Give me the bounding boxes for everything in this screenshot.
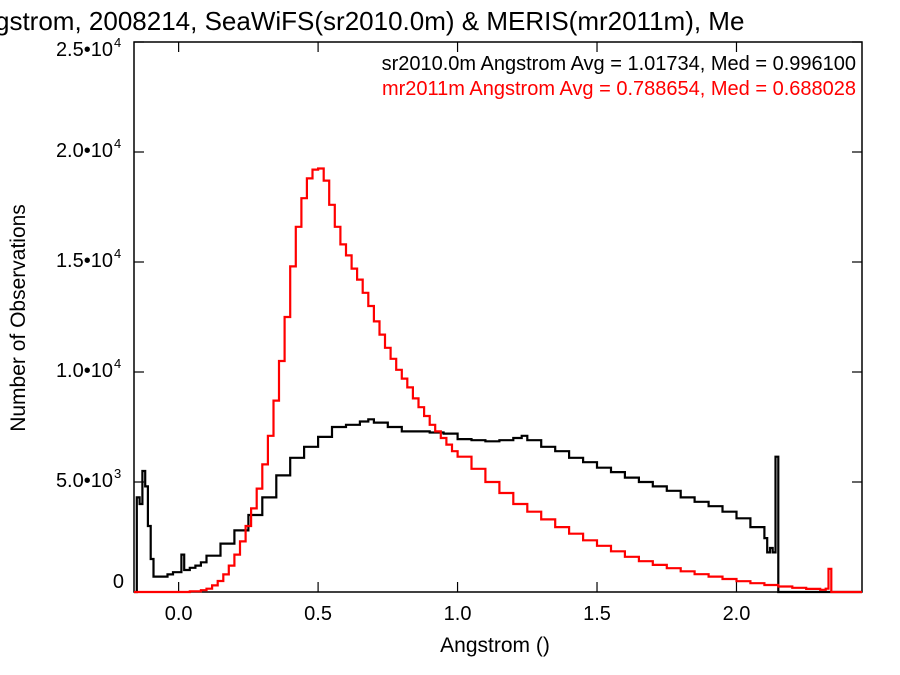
y-tick-label: 1.5•10 bbox=[56, 250, 113, 272]
y-tick-label: 2.5•10 bbox=[56, 39, 113, 61]
series-line-1 bbox=[134, 418, 862, 594]
x-tick-label: 1.0 bbox=[444, 603, 472, 625]
plot-area bbox=[133, 41, 863, 593]
y-tick-exponent: 4 bbox=[114, 35, 121, 50]
x-axis-ticks: 0.0 0.5 1.0 1.5 2.0 bbox=[165, 42, 751, 625]
series-layer bbox=[134, 167, 862, 594]
y-tick-label: 0 bbox=[113, 571, 124, 593]
legend-series-1: sr2010.0m Angstrom Avg = 1.01734, Med = … bbox=[382, 53, 856, 75]
x-tick-label: 1.5 bbox=[583, 603, 611, 625]
y-tick-exponent: 4 bbox=[114, 246, 121, 261]
y-axis-ticks: 05.0•10 31.0•10 41.5•10 42.0•10 42.5•10 4 bbox=[56, 35, 862, 593]
y-tick-label: 2.0•10 bbox=[56, 140, 113, 162]
x-tick-label: 0.5 bbox=[304, 603, 332, 625]
y-tick-label: 5.0•10 bbox=[56, 470, 113, 492]
y-tick-exponent: 4 bbox=[114, 136, 121, 151]
y-axis-label: Number of Observations bbox=[7, 204, 30, 432]
y-tick-label: 1.0•10 bbox=[56, 360, 113, 382]
x-tick-label: 2.0 bbox=[723, 603, 751, 625]
legend-series-2: mr2011m Angstrom Avg = 0.788654, Med = 0… bbox=[382, 78, 856, 100]
x-axis-label: Angstrom () bbox=[440, 634, 550, 657]
y-tick-exponent: 3 bbox=[114, 466, 121, 481]
x-tick-label: 0.0 bbox=[165, 603, 193, 625]
chart-title: gstrom, 2008214, SeaWiFS(sr2010.0m) & ME… bbox=[0, 6, 744, 36]
series-line-2 bbox=[134, 167, 862, 594]
y-tick-exponent: 4 bbox=[114, 356, 121, 371]
